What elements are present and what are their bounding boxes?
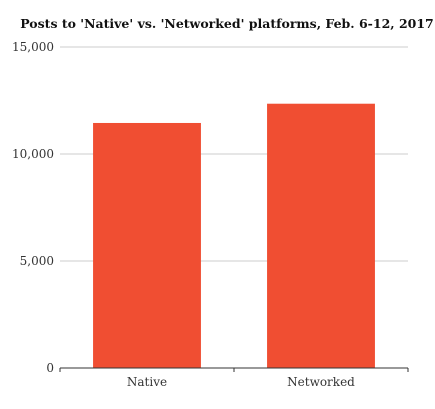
bar-native [93,122,201,368]
y-tick-label: 15,000 [12,40,54,54]
y-tick-label: 0 [46,361,54,375]
x-tick-label: Native [127,375,167,389]
bars [93,103,375,369]
chart-title: Posts to 'Native' vs. 'Networked' platfo… [20,16,434,31]
x-tick-label: Networked [287,375,355,389]
bar-networked [267,103,375,369]
y-tick-labels: 0 5,000 10,000 15,000 [12,40,54,375]
x-tick-labels: Native Networked [127,375,355,389]
y-tick-label: 5,000 [20,254,54,268]
y-tick-label: 10,000 [12,147,54,161]
x-axis [59,367,409,372]
